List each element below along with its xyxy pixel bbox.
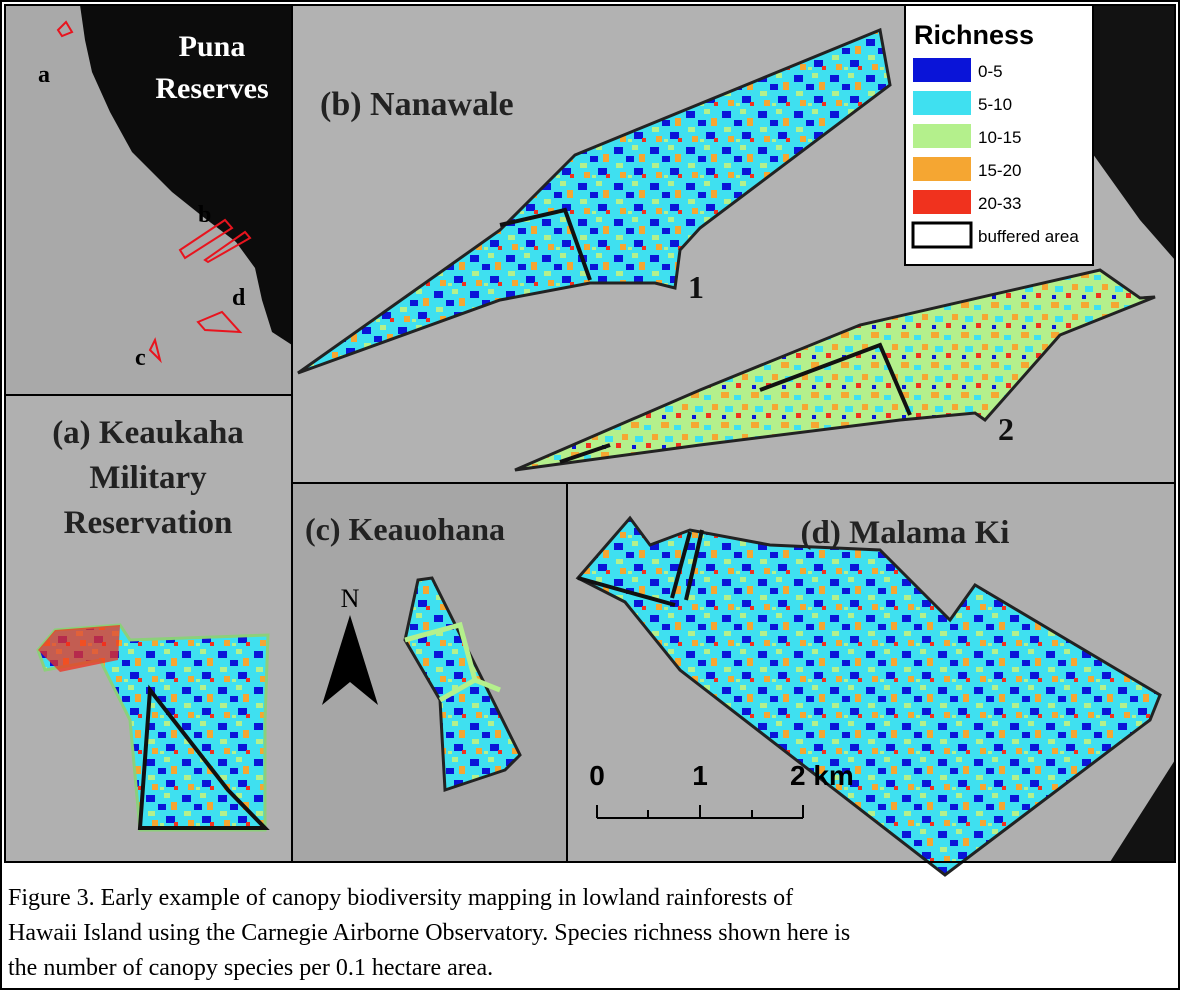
inset-title: Puna [179, 30, 246, 63]
panel-title: (c) Keauohana [305, 511, 505, 547]
legend-swatch [913, 91, 971, 115]
site-label: d [232, 285, 246, 311]
north-label: N [341, 584, 360, 613]
unit-label: 2 [998, 411, 1014, 447]
scale-label: 1 [692, 760, 708, 791]
legend: Richness 0-5 5-10 10-15 15-20 20-33 buffered … [905, 5, 1093, 265]
legend-swatch [913, 124, 971, 148]
legend-label: buffered area [978, 227, 1079, 246]
caption: Hawaii Island using the Carnegie Airborn… [8, 920, 850, 946]
panel-title: Military [89, 460, 207, 496]
site-label: c [135, 345, 146, 371]
panel-title: Reservation [64, 505, 233, 541]
legend-swatch [913, 190, 971, 214]
panel-c: (c) Keauohana N [292, 483, 567, 862]
legend-label: 15-20 [978, 161, 1021, 180]
legend-title: Richness [914, 20, 1034, 50]
legend-label: 5-10 [978, 95, 1012, 114]
panel-title: (b) Nanawale [320, 86, 514, 123]
caption: Figure 3. Early example of canopy biodiv… [8, 885, 793, 911]
panel-a: (a) Keaukaha Military Reservation [5, 395, 292, 862]
caption: the number of canopy species per 0.1 hec… [8, 955, 493, 981]
inset-panel: Puna Reserves a b c d [5, 5, 292, 395]
legend-swatch [913, 58, 971, 82]
legend-label: 0-5 [978, 62, 1003, 81]
figure: Puna Reserves a b c d (b) Nanawale 1 2 R… [0, 0, 1180, 990]
legend-label: 10-15 [978, 128, 1021, 147]
scale-label: 2 km [790, 760, 854, 791]
panel-title: (d) Malama Ki [801, 515, 1010, 551]
unit-label: 1 [688, 269, 704, 305]
panel-title: (a) Keaukaha [52, 415, 244, 451]
legend-swatch [913, 223, 971, 247]
inset-title: Reserves [155, 72, 268, 105]
site-label: b [198, 202, 211, 228]
panel-d: (d) Malama Ki 0 1 2 km [567, 483, 1175, 875]
legend-label: 20-33 [978, 194, 1021, 213]
site-label: a [38, 62, 50, 88]
legend-swatch [913, 157, 971, 181]
scale-label: 0 [589, 760, 605, 791]
